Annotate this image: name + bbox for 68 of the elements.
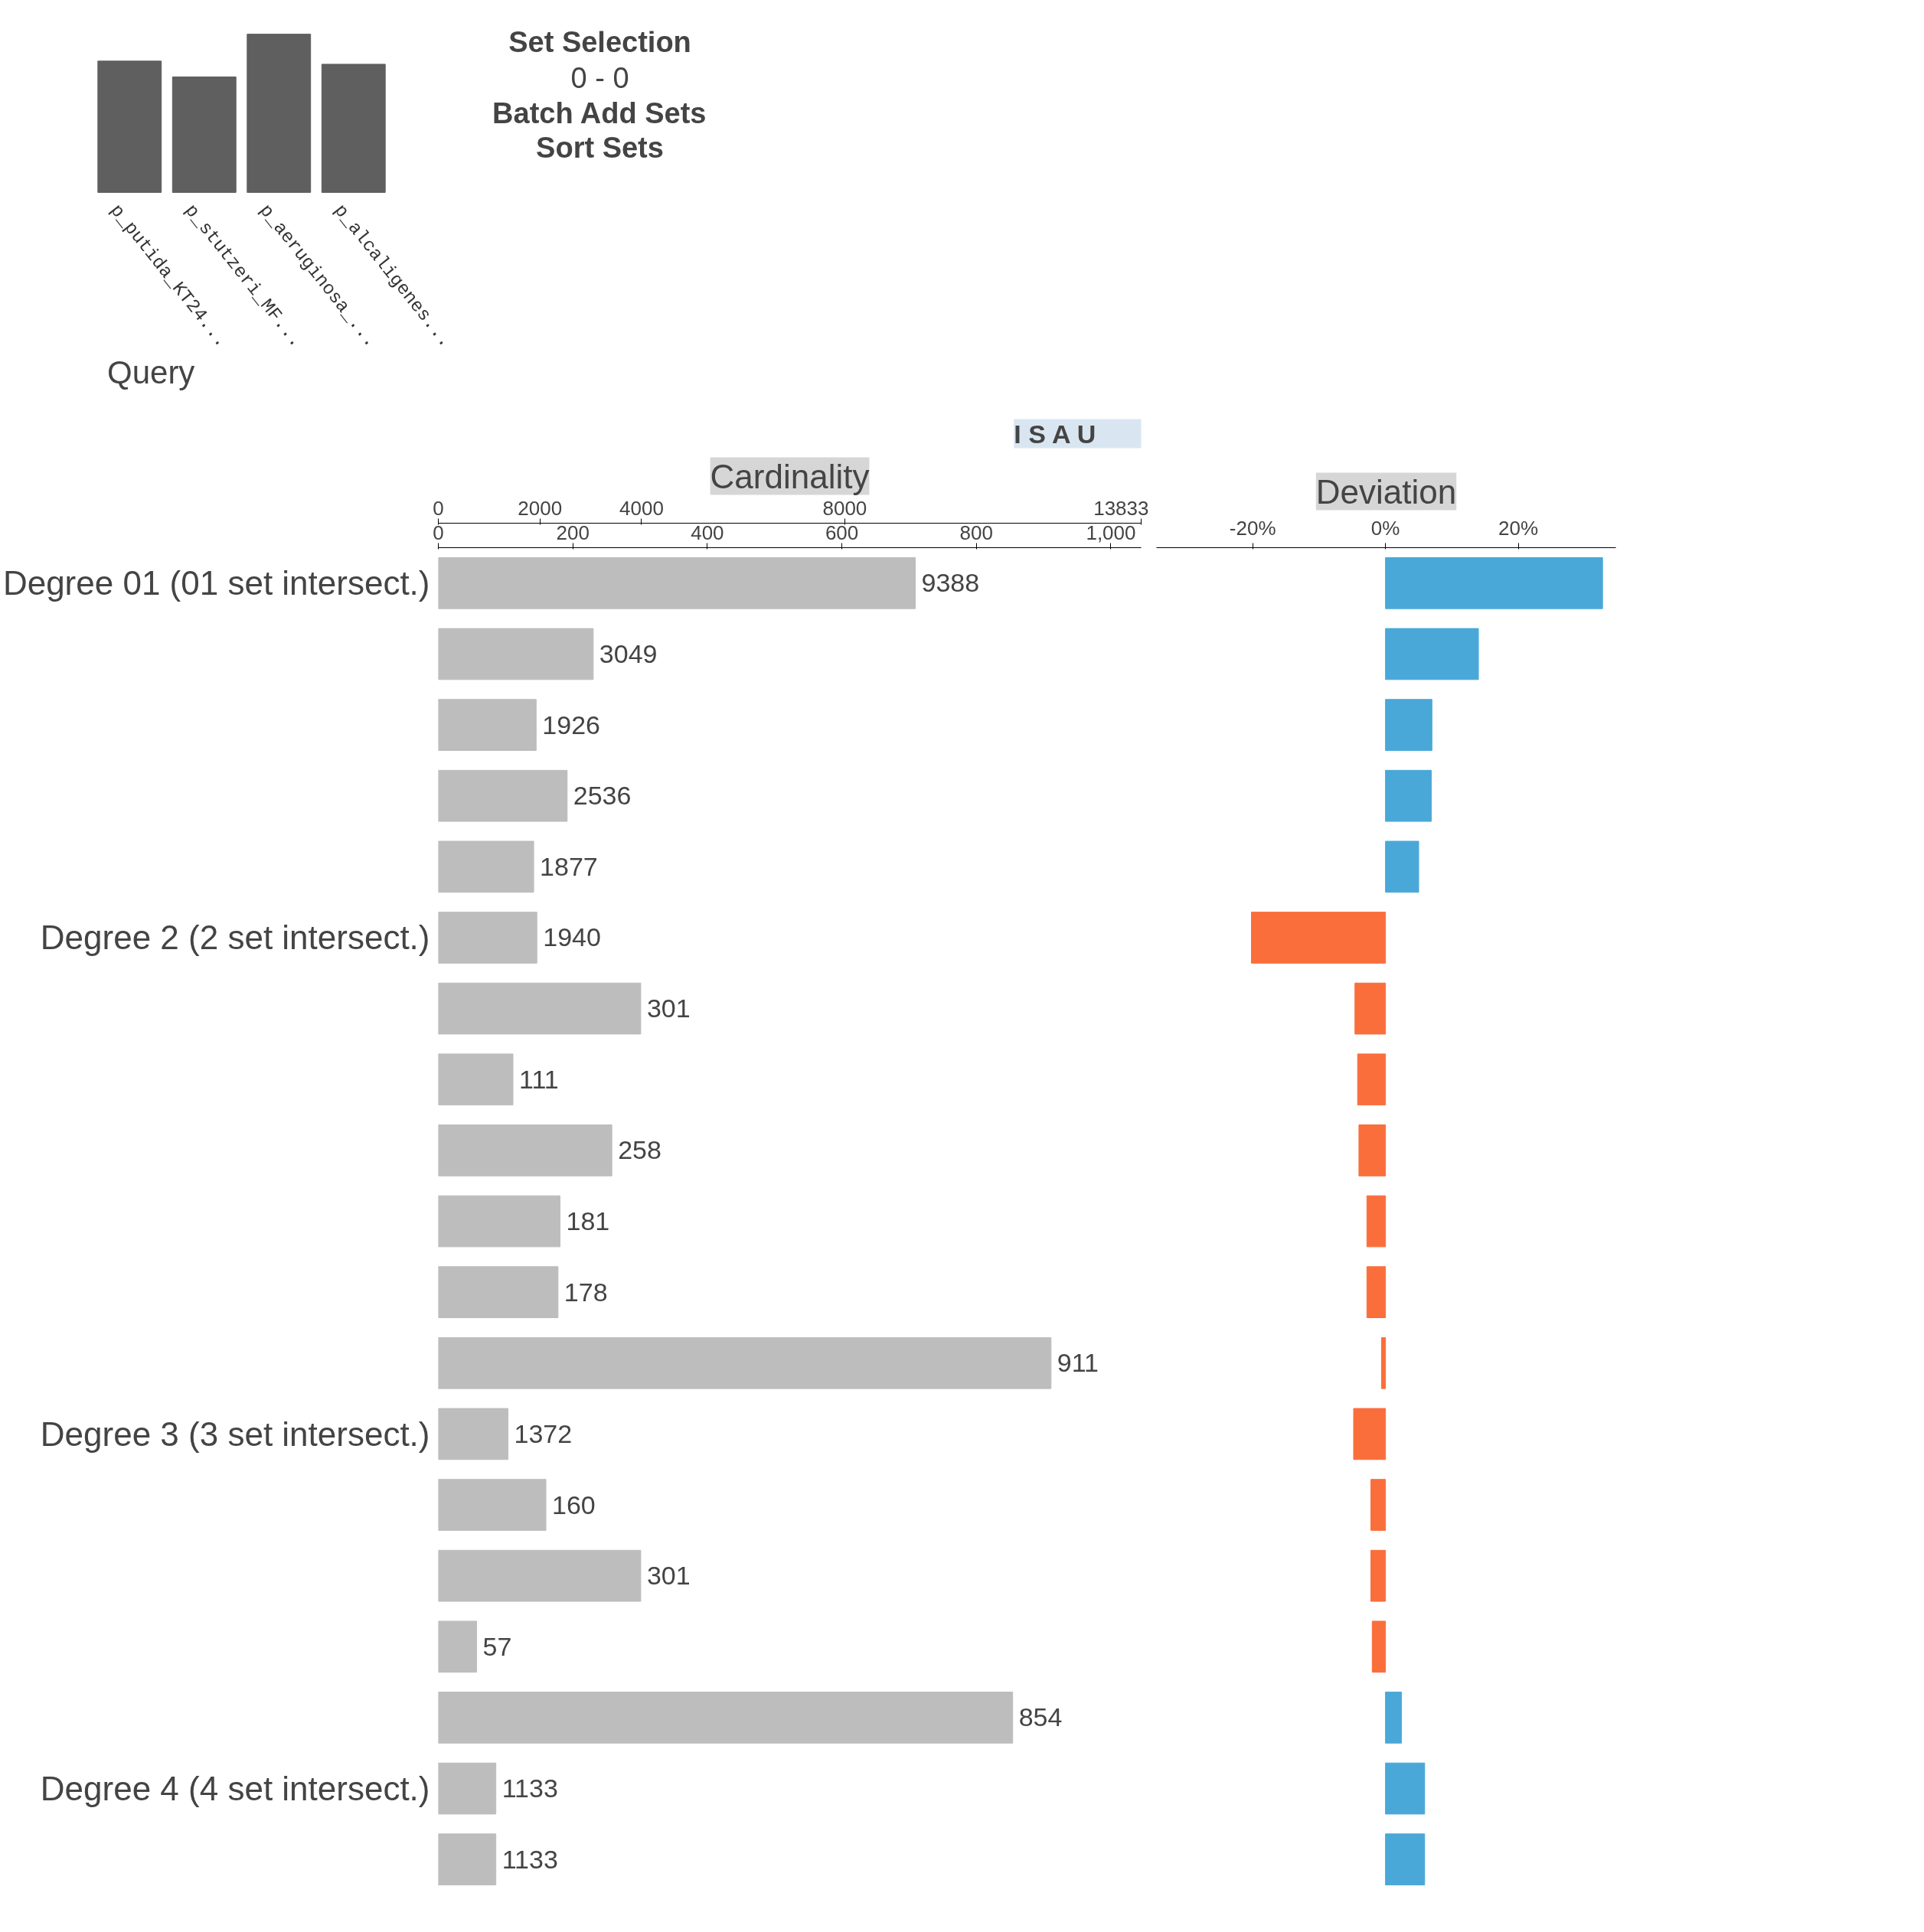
data-label: 57 (482, 1631, 512, 1661)
bar (1370, 1479, 1387, 1531)
x-tick-label: 200 (556, 521, 590, 544)
data-label: 181 (566, 1206, 610, 1235)
bar (1353, 1408, 1387, 1460)
data-label: 1926 (542, 710, 600, 739)
bar (1357, 1053, 1387, 1106)
data-label: 1133 (501, 1774, 558, 1803)
chart-title: Cardinality (710, 457, 870, 495)
data-label: 911 (1057, 1348, 1099, 1378)
bar (1385, 769, 1432, 822)
bar (1366, 1266, 1387, 1318)
bar (97, 60, 162, 193)
x-tick-label: 600 (825, 521, 859, 544)
bar (1385, 1833, 1426, 1886)
x-tick-label: -20% (1229, 516, 1276, 540)
data-label: 1133 (501, 1844, 558, 1874)
bar (1370, 1549, 1387, 1602)
text: Batch Add Sets (492, 96, 707, 129)
bar (1385, 556, 1603, 609)
x-tick-label: 400 (691, 521, 724, 544)
bar (1366, 1195, 1387, 1248)
x2-tick-label: 8000 (822, 496, 867, 520)
x-tick-label: 20% (1498, 516, 1539, 540)
data-label: 258 (618, 1135, 661, 1165)
bar (321, 64, 386, 193)
x-tick-label: 800 (959, 521, 993, 544)
data-label: 111 (519, 1064, 559, 1094)
data-label: 301 (646, 994, 691, 1023)
data-label: 854 (1018, 1702, 1063, 1732)
y-tick-label: Degree 2 (2 set intersect.) (40, 919, 430, 957)
bar (1358, 1124, 1387, 1176)
data-label: 160 (552, 1490, 596, 1519)
data-label: 3049 (599, 638, 658, 668)
bar (1385, 699, 1432, 751)
x2-tick-label: 4000 (619, 496, 664, 520)
bar (1385, 628, 1479, 680)
y-tick-label: Degree 4 (4 set intersect.) (40, 1770, 430, 1808)
bar (1385, 840, 1419, 893)
x2-tick-label: 13833 (1093, 496, 1149, 520)
data-label: 2536 (573, 781, 632, 811)
bar (247, 34, 312, 193)
bar (171, 76, 237, 193)
data-label: 1877 (540, 851, 598, 881)
text: Sort Sets (536, 132, 664, 165)
data-label: 1372 (514, 1418, 573, 1448)
text: Set Selection (508, 25, 691, 58)
x2-tick-label: 0 (433, 496, 444, 520)
bar (1354, 982, 1387, 1035)
data-label: 301 (646, 1561, 691, 1591)
text: Query (107, 354, 195, 390)
x-tick-label: 1,000 (1086, 521, 1136, 544)
y-tick-label: Degree 3 (3 set intersect.) (40, 1415, 430, 1453)
bar (1385, 1762, 1426, 1815)
chart-title: Deviation (1315, 472, 1457, 511)
x-tick-label: 0% (1370, 516, 1400, 540)
bar (1385, 1692, 1402, 1744)
data-label: 9388 (921, 568, 980, 598)
bar (1380, 1336, 1387, 1389)
text: 0 - 0 (570, 62, 629, 95)
bar (1250, 912, 1387, 964)
x2-tick-label: 2000 (518, 496, 563, 520)
text: I S A U (1014, 419, 1096, 449)
y-tick-label: Degree 01 (01 set intersect.) (2, 564, 430, 602)
x-tick-label: 0 (433, 521, 444, 544)
data-label: 178 (563, 1277, 608, 1307)
bar (1371, 1620, 1387, 1673)
data-label: 1940 (543, 922, 601, 952)
